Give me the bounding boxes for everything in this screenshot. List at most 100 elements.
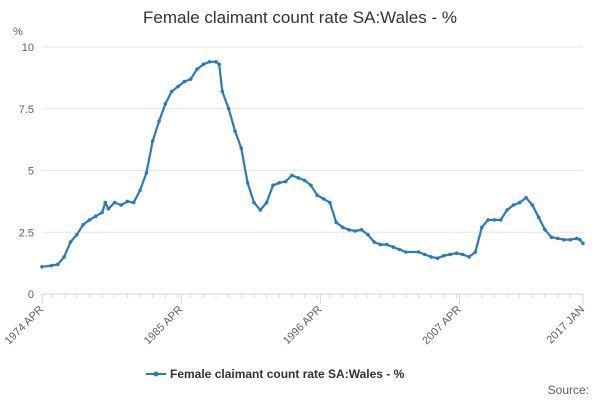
data-point[interactable]	[416, 250, 421, 254]
data-point[interactable]	[347, 228, 351, 232]
data-point[interactable]	[144, 171, 149, 175]
legend-label: Female claimant count rate SA:Wales - %	[170, 367, 405, 381]
data-point[interactable]	[498, 218, 503, 222]
data-point[interactable]	[239, 146, 244, 151]
data-point[interactable]	[119, 203, 123, 207]
data-point[interactable]	[56, 262, 60, 267]
data-point[interactable]	[309, 183, 313, 188]
data-point[interactable]	[169, 89, 174, 94]
data-point[interactable]	[372, 240, 377, 244]
data-point[interactable]	[321, 197, 326, 201]
data-point[interactable]	[182, 79, 187, 84]
data-point[interactable]	[226, 107, 231, 111]
data-point[interactable]	[252, 200, 256, 205]
data-point[interactable]	[574, 236, 579, 241]
data-point[interactable]	[75, 232, 79, 237]
y-tick-label: 2.5	[19, 227, 34, 239]
data-point[interactable]	[138, 188, 142, 193]
data-point[interactable]	[271, 183, 275, 188]
data-point[interactable]	[578, 237, 582, 242]
y-tick-labels: 0 2.5 5 7.5 10	[19, 42, 34, 301]
data-point[interactable]	[359, 228, 364, 232]
data-point[interactable]	[334, 220, 339, 225]
data-point[interactable]	[113, 200, 117, 205]
data-point[interactable]	[454, 251, 459, 255]
data-point[interactable]	[207, 60, 212, 64]
data-point[interactable]	[340, 225, 345, 230]
data-point[interactable]	[81, 223, 85, 227]
data-point[interactable]	[378, 242, 383, 247]
data-point[interactable]	[150, 139, 155, 143]
data-point[interactable]	[435, 256, 440, 261]
data-point[interactable]	[290, 173, 294, 178]
data-point[interactable]	[68, 240, 73, 244]
gridlines	[42, 46, 583, 233]
data-point[interactable]	[486, 218, 490, 222]
data-point[interactable]	[188, 77, 193, 81]
data-point[interactable]	[517, 200, 522, 205]
data-point[interactable]	[562, 237, 566, 242]
data-point[interactable]	[217, 62, 221, 67]
data-point[interactable]	[131, 200, 136, 205]
data-point[interactable]	[480, 225, 484, 230]
data-point[interactable]	[442, 253, 446, 258]
data-point[interactable]	[549, 235, 554, 239]
data-point[interactable]	[195, 67, 199, 71]
data-point[interactable]	[366, 232, 370, 237]
data-point[interactable]	[157, 119, 161, 123]
data-point[interactable]	[423, 252, 427, 257]
data-point[interactable]	[220, 89, 225, 94]
data-point[interactable]	[536, 215, 541, 220]
chart-title: Female claimant count rate SA:Wales - %	[143, 8, 457, 27]
data-point[interactable]	[100, 210, 104, 215]
data-point[interactable]	[461, 252, 465, 257]
data-point[interactable]	[543, 228, 547, 232]
data-point[interactable]	[530, 203, 535, 207]
data-point[interactable]	[568, 237, 573, 242]
data-point[interactable]	[176, 84, 180, 89]
data-point[interactable]	[125, 199, 130, 204]
data-point[interactable]	[353, 229, 358, 233]
data-point[interactable]	[245, 181, 250, 185]
data-point[interactable]	[283, 179, 288, 184]
data-point[interactable]	[40, 265, 44, 269]
y-tick-label: 10	[22, 42, 34, 54]
data-point[interactable]	[473, 250, 478, 254]
data-point[interactable]	[467, 255, 471, 259]
data-point[interactable]	[201, 62, 206, 67]
data-point[interactable]	[328, 200, 332, 205]
data-point[interactable]	[492, 218, 497, 222]
data-point[interactable]	[258, 208, 263, 212]
data-point[interactable]	[391, 245, 396, 249]
data-point[interactable]	[49, 263, 54, 268]
data-point[interactable]	[302, 178, 307, 183]
data-point[interactable]	[397, 247, 402, 252]
series-line[interactable]	[41, 60, 584, 268]
data-point[interactable]	[103, 200, 108, 205]
data-point[interactable]	[511, 203, 516, 207]
data-point[interactable]	[581, 241, 585, 246]
data-point[interactable]	[62, 255, 66, 259]
data-point[interactable]	[106, 207, 111, 211]
data-point[interactable]	[448, 252, 452, 257]
data-point[interactable]	[296, 176, 301, 180]
data-point[interactable]	[163, 102, 168, 106]
data-point[interactable]	[264, 200, 269, 205]
data-point[interactable]	[385, 242, 389, 247]
data-point[interactable]	[233, 129, 237, 133]
data-point[interactable]	[214, 60, 218, 64]
data-point[interactable]	[429, 255, 433, 259]
legend[interactable]: Female claimant count rate SA:Wales - %	[146, 367, 405, 381]
data-point[interactable]	[315, 193, 320, 197]
data-point[interactable]	[524, 195, 528, 200]
data-point[interactable]	[277, 181, 282, 185]
data-point[interactable]	[87, 218, 92, 222]
data-point[interactable]	[404, 250, 408, 254]
data-point[interactable]	[505, 208, 509, 212]
data-point[interactable]	[555, 236, 560, 241]
y-tick-label: 5	[28, 166, 34, 178]
y-tick-label: 0	[28, 289, 34, 301]
x-minor-ticks	[50, 294, 584, 298]
data-point[interactable]	[94, 214, 98, 218]
